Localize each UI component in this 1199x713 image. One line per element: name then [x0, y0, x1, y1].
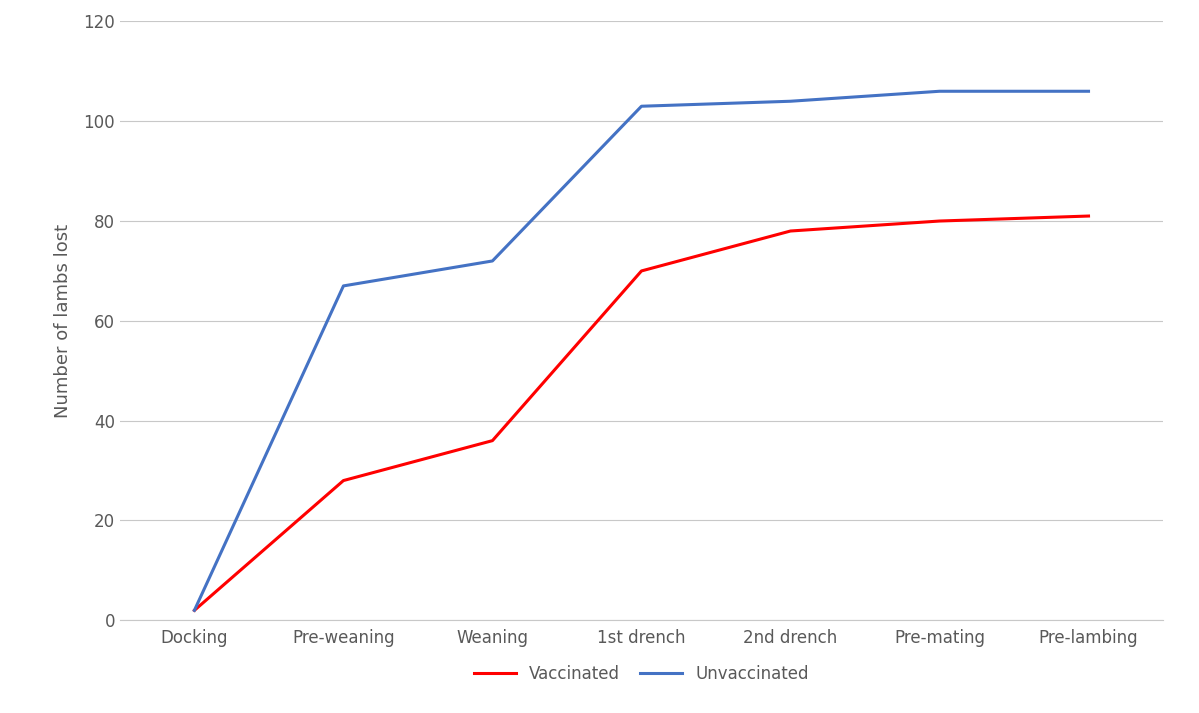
Unvaccinated: [1081, 87, 1096, 96]
Vaccinated: [336, 476, 350, 485]
Unvaccinated: [933, 87, 947, 96]
Unvaccinated: [486, 257, 500, 265]
Unvaccinated: [187, 606, 201, 615]
Y-axis label: Number of lambs lost: Number of lambs lost: [54, 224, 72, 418]
Vaccinated: [1081, 212, 1096, 220]
Vaccinated: [486, 436, 500, 445]
Unvaccinated: [336, 282, 350, 290]
Vaccinated: [187, 606, 201, 615]
Vaccinated: [634, 267, 649, 275]
Vaccinated: [783, 227, 797, 235]
Legend: Vaccinated, Unvaccinated: Vaccinated, Unvaccinated: [468, 659, 815, 690]
Line: Unvaccinated: Unvaccinated: [194, 91, 1089, 610]
Unvaccinated: [783, 97, 797, 106]
Line: Vaccinated: Vaccinated: [194, 216, 1089, 610]
Unvaccinated: [634, 102, 649, 111]
Vaccinated: [933, 217, 947, 225]
